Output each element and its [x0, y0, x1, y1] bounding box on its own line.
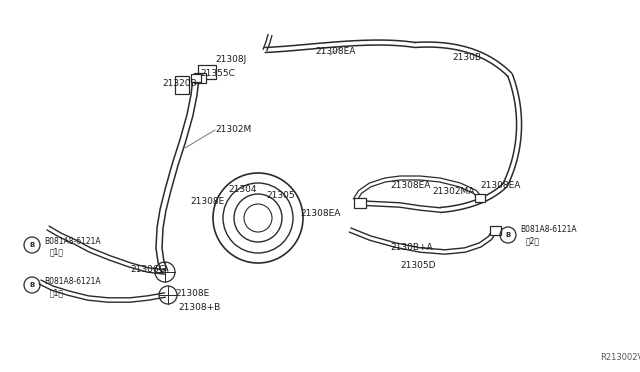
Text: （1）: （1）	[50, 289, 64, 298]
FancyBboxPatch shape	[191, 74, 201, 82]
Text: B081A8-6121A: B081A8-6121A	[520, 225, 577, 234]
FancyBboxPatch shape	[194, 73, 206, 83]
Text: B081A8-6121A: B081A8-6121A	[44, 237, 100, 246]
Text: B: B	[29, 242, 35, 248]
Text: 21302M: 21302M	[215, 125, 252, 135]
FancyBboxPatch shape	[175, 76, 189, 94]
Text: 21304: 21304	[228, 186, 257, 195]
Text: B: B	[29, 282, 35, 288]
Text: 21306G: 21306G	[130, 266, 166, 275]
Text: 21305: 21305	[266, 190, 294, 199]
Text: 21308EA: 21308EA	[315, 48, 355, 57]
Text: B081A8-6121A: B081A8-6121A	[44, 278, 100, 286]
Text: 21308EA: 21308EA	[390, 180, 430, 189]
Text: 21308EA: 21308EA	[300, 208, 340, 218]
Text: 21308EA: 21308EA	[480, 182, 520, 190]
Text: （2）: （2）	[526, 237, 540, 246]
Text: 21320B: 21320B	[162, 80, 196, 89]
Text: 21302MA: 21302MA	[432, 187, 474, 196]
FancyBboxPatch shape	[475, 194, 485, 202]
FancyBboxPatch shape	[198, 65, 216, 79]
Text: 21305D: 21305D	[400, 260, 435, 269]
Text: （1）: （1）	[50, 247, 64, 257]
FancyBboxPatch shape	[354, 198, 366, 208]
FancyBboxPatch shape	[490, 225, 500, 234]
Text: 21355C: 21355C	[200, 70, 235, 78]
Text: B: B	[506, 232, 511, 238]
Text: 21308J: 21308J	[215, 55, 246, 64]
Text: 21308E: 21308E	[175, 289, 209, 298]
Text: R213002V: R213002V	[600, 353, 640, 362]
Text: 2130B+A: 2130B+A	[390, 244, 433, 253]
Text: 2130B: 2130B	[452, 54, 481, 62]
Text: 21308E: 21308E	[190, 198, 224, 206]
Text: 21308+B: 21308+B	[178, 304, 220, 312]
